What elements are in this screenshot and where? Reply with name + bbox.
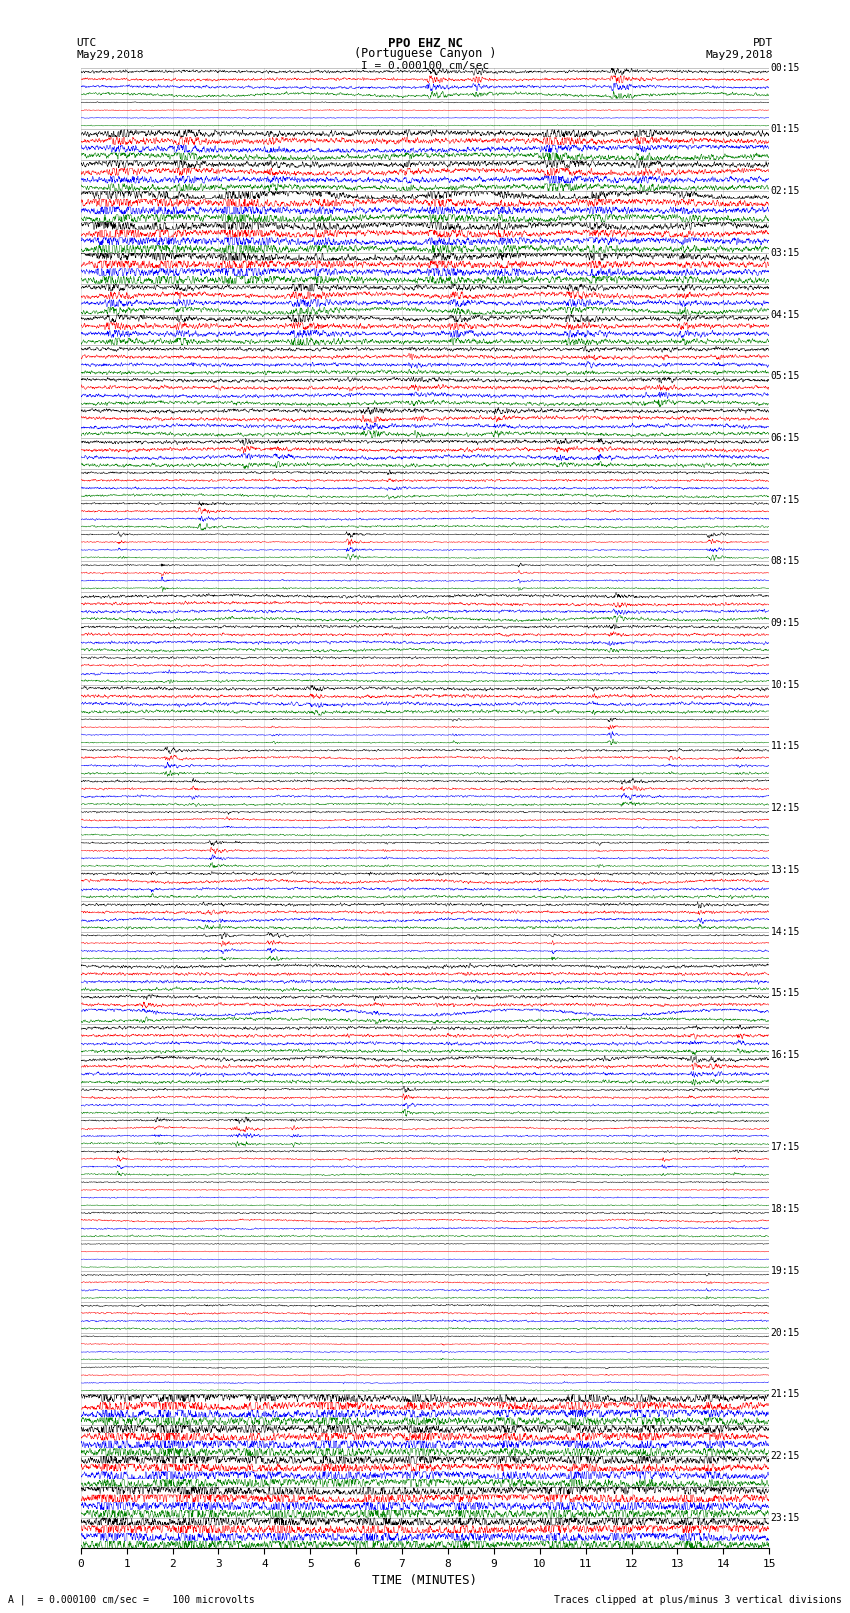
Text: 11:15: 11:15 xyxy=(771,742,800,752)
Text: 22:15: 22:15 xyxy=(771,1452,800,1461)
Text: 07:15: 07:15 xyxy=(771,495,800,505)
Text: UTC: UTC xyxy=(76,39,97,48)
Text: May29,2018: May29,2018 xyxy=(706,50,774,60)
Text: 03:15: 03:15 xyxy=(771,248,800,258)
Text: A |  = 0.000100 cm/sec =    100 microvolts: A | = 0.000100 cm/sec = 100 microvolts xyxy=(8,1594,255,1605)
Text: May29,2018: May29,2018 xyxy=(76,50,144,60)
Text: 15:15: 15:15 xyxy=(771,989,800,998)
Text: 01:15: 01:15 xyxy=(771,124,800,134)
Text: 02:15: 02:15 xyxy=(771,185,800,197)
X-axis label: TIME (MINUTES): TIME (MINUTES) xyxy=(372,1574,478,1587)
Text: 06:15: 06:15 xyxy=(771,432,800,444)
Text: PPO EHZ NC: PPO EHZ NC xyxy=(388,37,462,50)
Text: 13:15: 13:15 xyxy=(771,865,800,874)
Text: 05:15: 05:15 xyxy=(771,371,800,381)
Text: I = 0.000100 cm/sec: I = 0.000100 cm/sec xyxy=(361,61,489,71)
Text: PDT: PDT xyxy=(753,39,774,48)
Text: 17:15: 17:15 xyxy=(771,1142,800,1152)
Text: (Portuguese Canyon ): (Portuguese Canyon ) xyxy=(354,47,496,60)
Text: 21:15: 21:15 xyxy=(771,1389,800,1398)
Text: 23:15: 23:15 xyxy=(771,1513,800,1523)
Text: 08:15: 08:15 xyxy=(771,556,800,566)
Text: 10:15: 10:15 xyxy=(771,679,800,690)
Text: 16:15: 16:15 xyxy=(771,1050,800,1060)
Text: 18:15: 18:15 xyxy=(771,1205,800,1215)
Text: 09:15: 09:15 xyxy=(771,618,800,627)
Text: 19:15: 19:15 xyxy=(771,1266,800,1276)
Text: 20:15: 20:15 xyxy=(771,1327,800,1337)
Text: 00:15: 00:15 xyxy=(771,63,800,73)
Text: 14:15: 14:15 xyxy=(771,926,800,937)
Text: 04:15: 04:15 xyxy=(771,310,800,319)
Text: Traces clipped at plus/minus 3 vertical divisions: Traces clipped at plus/minus 3 vertical … xyxy=(553,1595,842,1605)
Text: 12:15: 12:15 xyxy=(771,803,800,813)
